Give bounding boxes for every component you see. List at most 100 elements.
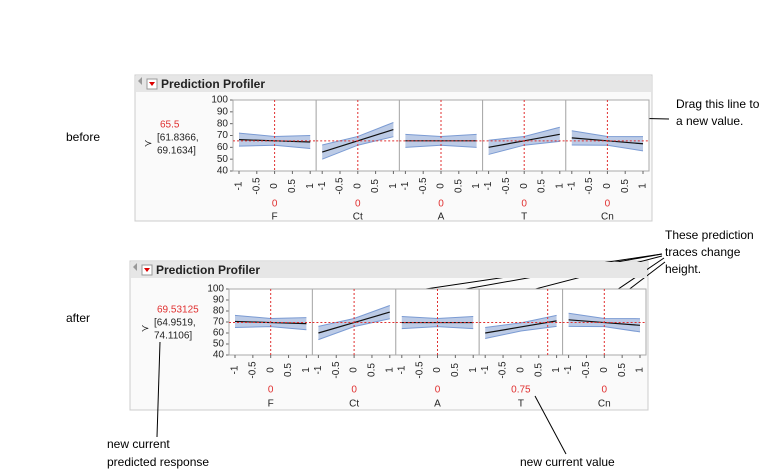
annotation: predicted response: [107, 455, 209, 469]
before-label: before: [66, 130, 100, 144]
factor-name: A: [438, 212, 445, 223]
y-tick-label: 40: [217, 166, 229, 177]
x-tick-label: 0.5: [533, 363, 544, 377]
x-tick-label: 0: [432, 367, 443, 373]
x-tick-label: 1: [301, 367, 312, 373]
x-tick-label: 1: [554, 183, 565, 189]
x-tick-label: 1: [305, 183, 316, 189]
x-tick-label: -1: [480, 365, 491, 374]
x-tick-label: 1: [384, 367, 395, 373]
x-tick-label: 0: [349, 367, 360, 373]
x-tick-label: 0: [352, 183, 363, 189]
x-tick-label: 0.5: [450, 363, 461, 377]
y-tick-label: 80: [213, 306, 225, 317]
x-tick-label: 1: [551, 367, 562, 373]
factor-name: F: [268, 399, 274, 410]
current-value[interactable]: 0: [351, 385, 357, 396]
factor-name: T: [518, 399, 524, 410]
x-tick-label: -0.5: [501, 177, 512, 195]
x-tick-label: 0: [599, 367, 610, 373]
factor-name: Cn: [598, 399, 611, 410]
y-tick-label: 90: [213, 295, 225, 306]
annotation: height.: [665, 262, 701, 276]
annotation: new current value: [520, 455, 615, 469]
x-tick-label: -0.5: [414, 361, 425, 379]
x-tick-label: 0.5: [453, 179, 464, 193]
x-tick-label: 0: [519, 183, 530, 189]
x-tick-label: 0.5: [370, 179, 381, 193]
factor-name: Cn: [601, 212, 614, 223]
x-tick-label: 0: [436, 183, 447, 189]
current-value[interactable]: 0: [272, 199, 278, 210]
x-tick-label: 1: [638, 183, 649, 189]
x-tick-label: -1: [566, 181, 577, 190]
x-tick-label: 0: [269, 183, 280, 189]
y-tick-label: 100: [207, 284, 224, 295]
current-value[interactable]: 0: [605, 199, 611, 210]
panel-title: Prediction Profiler: [156, 263, 260, 277]
band-lower: [485, 325, 557, 339]
x-tick-label: -0.5: [498, 361, 509, 379]
y-tick-label: 60: [213, 328, 225, 339]
response-value: 69.53125: [157, 305, 199, 316]
x-tick-label: -1: [230, 365, 241, 374]
x-tick-label: -1: [396, 365, 407, 374]
collapse-icon: [138, 77, 142, 85]
x-tick-label: 0: [602, 183, 613, 189]
x-tick-label: -1: [313, 365, 324, 374]
x-tick-label: 0.5: [620, 179, 631, 193]
x-tick-label: -0.5: [247, 361, 258, 379]
current-value[interactable]: 0: [435, 385, 441, 396]
y-tick-label: 100: [211, 95, 228, 106]
factor-name: F: [272, 212, 278, 223]
x-tick-label: 0.5: [367, 363, 378, 377]
y-tick-label: 50: [217, 154, 229, 165]
x-tick-label: 1: [388, 183, 399, 189]
x-tick-label: -0.5: [581, 361, 592, 379]
x-tick-label: -0.5: [418, 177, 429, 195]
x-tick-label: -0.5: [251, 177, 262, 195]
x-tick-label: 1: [471, 183, 482, 189]
x-tick-label: -0.5: [331, 361, 342, 379]
panel-title: Prediction Profiler: [161, 77, 265, 91]
x-tick-label: 1: [635, 367, 646, 373]
current-value[interactable]: 0: [355, 199, 361, 210]
current-value[interactable]: 0: [521, 199, 527, 210]
annotation: a new value.: [676, 114, 743, 128]
title-bar: [131, 262, 647, 278]
y-tick-label: 60: [217, 142, 229, 153]
x-tick-label: -1: [483, 181, 494, 190]
y-tick-label: 70: [217, 130, 229, 141]
collapse-icon: [133, 263, 137, 271]
confidence-interval: 69.1634]: [157, 146, 196, 157]
menu-arrow: [144, 268, 150, 272]
x-tick-label: -1: [563, 365, 574, 374]
y-tick-label: 40: [213, 350, 225, 361]
x-tick-label: -1: [317, 181, 328, 190]
current-value[interactable]: 0.75: [511, 385, 531, 396]
factor-name: Ct: [349, 399, 359, 410]
x-tick-label: -1: [400, 181, 411, 190]
x-tick-label: 0.5: [283, 363, 294, 377]
title-bar: [136, 76, 651, 92]
confidence-interval: 74.1106]: [154, 331, 192, 342]
y-tick-label: 70: [213, 317, 225, 328]
x-tick-label: 0: [516, 367, 527, 373]
y-tick-label: 90: [217, 106, 229, 117]
menu-arrow: [149, 82, 155, 86]
current-value[interactable]: 0: [438, 199, 444, 210]
factor-name: A: [434, 399, 441, 410]
current-value[interactable]: 0: [268, 385, 274, 396]
confidence-interval: [64.9519,: [154, 318, 196, 329]
x-tick-label: 0.5: [287, 179, 298, 193]
current-value[interactable]: 0: [602, 385, 608, 396]
annotation: Drag this line to: [676, 97, 760, 111]
factor-name: T: [521, 212, 527, 223]
x-tick-label: 0: [265, 367, 276, 373]
y-tick-label: 80: [217, 118, 229, 129]
x-tick-label: 1: [468, 367, 479, 373]
y-tick-label: 50: [213, 339, 225, 350]
after-label: after: [66, 311, 90, 325]
x-tick-label: 0.5: [537, 179, 548, 193]
